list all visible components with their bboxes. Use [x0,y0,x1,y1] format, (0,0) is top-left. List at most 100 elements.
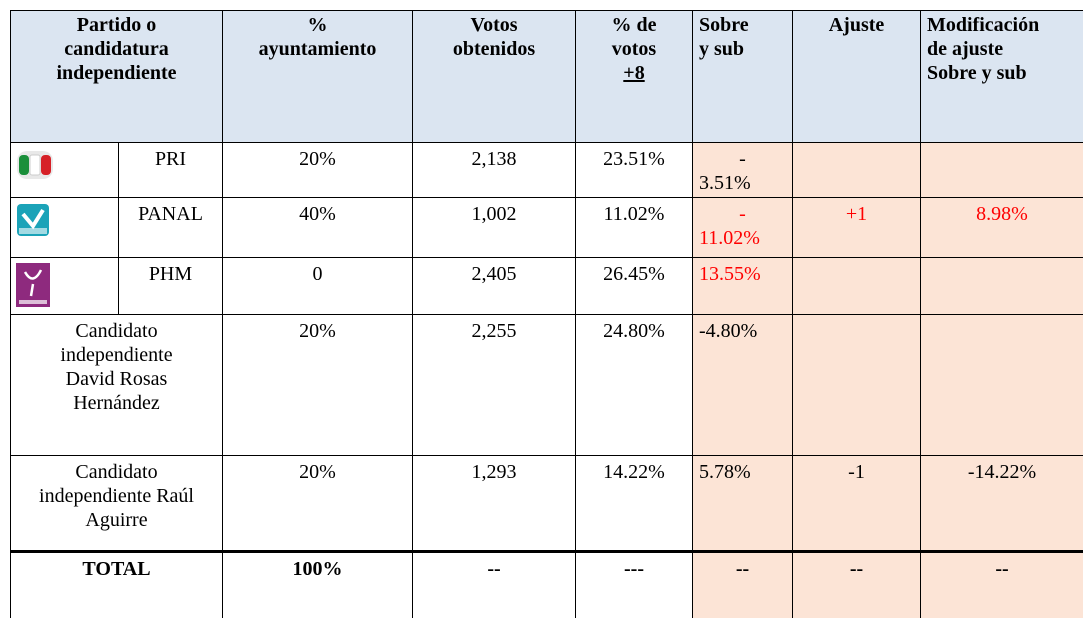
votos-cell: 2,405 [412,257,576,315]
header-cell: Modificación de ajuste Sobre y sub [920,10,1083,143]
modificacion-cell: -- [920,550,1083,618]
sobre-cell: -- [692,550,793,618]
ayuntamiento-cell: 20% [222,455,413,552]
ayuntamiento-text: 0 [312,263,323,285]
sobre-text: 11.02% [699,227,760,249]
party-logo [15,262,114,314]
ayuntamiento-text: 20% [299,461,336,483]
logo-cell [10,197,119,258]
party-logo [15,202,114,244]
porcentaje-text: 11.02% [603,203,665,225]
header-text: Modificación de ajuste Sobre y sub [927,14,1040,84]
porcentaje-cell: 24.80% [575,314,693,456]
header-text: % de votos [611,14,657,60]
results-table: Partido o candidatura independiente % ayu… [10,10,1083,618]
sobre-cell: 5.78% [692,455,793,552]
data-row: PHM 0 2,405 26.45% 13.55% [10,257,1083,315]
sobre-text: 3.51% [699,172,751,194]
votos-text: -- [487,558,501,580]
header-cell: Partido o candidatura independiente [10,10,223,143]
ajuste-cell [792,257,921,315]
ayuntamiento-cell: 40% [222,197,413,258]
logo-cell [10,257,119,315]
modificacion-cell: -14.22% [920,455,1083,552]
modificacion-text: 8.98% [976,203,1028,225]
ayuntamiento-text: 20% [299,148,336,170]
modificacion-cell [920,314,1083,456]
logo-cell [10,142,119,198]
porcentaje-cell: 11.02% [575,197,693,258]
ayuntamiento-cell: 100% [222,550,413,618]
votos-cell: 2,255 [412,314,576,456]
votos-text: 1,002 [471,203,517,225]
header-cell: Ajuste [792,10,921,143]
data-row: Candidato independiente Raúl Aguirre 20% 1… [10,455,1083,552]
ajuste-text: -1 [848,461,865,483]
votos-cell: 1,002 [412,197,576,258]
votos-text: 2,255 [471,320,517,342]
porcentaje-text: 24.80% [603,320,665,342]
data-row: TOTAL 100% -- --- -- -- -- [10,550,1083,618]
porcentaje-text: 26.45% [603,263,665,285]
party-name: PANAL [118,197,223,258]
sobre-text: 13.55% [699,263,761,285]
ajuste-cell: +1 [792,197,921,258]
header-text: Partido o candidatura independiente [56,14,177,84]
candidate-name: Candidato independiente David Rosas Hern… [10,314,223,456]
data-row: PANAL 40% 1,002 11.02% -11.02% +1 8.98% [10,197,1083,258]
votos-text: 2,405 [471,263,517,285]
sobre-cell: 13.55% [692,257,793,315]
ajuste-cell: -1 [792,455,921,552]
votos-cell: 1,293 [412,455,576,552]
ajuste-cell [792,142,921,198]
header-text: % ayuntamiento [258,14,377,60]
header-text: Ajuste [828,14,885,36]
candidate-name: Candidato independiente Raúl Aguirre [10,455,223,552]
sobre-text: -- [735,558,750,580]
header-text: Sobre y sub [699,14,749,60]
votos-text: 1,293 [471,461,517,483]
sobre-cell: -3.51% [692,142,793,198]
party-logo [15,147,114,189]
modificacion-cell [920,257,1083,315]
votos-text: 2,138 [471,148,517,170]
votos-cell: 2,138 [412,142,576,198]
party-name: PRI [118,142,223,198]
ayuntamiento-text: 20% [299,320,336,342]
table-wrap: Partido o candidatura independiente % ayu… [10,10,1083,618]
header-cell: Votos obtenidos [412,10,576,143]
porcentaje-cell: 26.45% [575,257,693,315]
sobre-text: - [739,203,746,225]
ajuste-text: +1 [845,203,868,225]
header-text: Votos obtenidos [452,14,536,60]
header-cell: Sobre y sub [692,10,793,143]
modificacion-cell [920,142,1083,198]
modificacion-text: -- [995,558,1009,580]
sobre-text: 5.78% [699,461,751,483]
votos-cell: -- [412,550,576,618]
sobre-text: - [739,148,746,170]
ayuntamiento-cell: 0 [222,257,413,315]
sobre-cell: -11.02% [692,197,793,258]
sobre-text: -4.80% [699,320,758,342]
porcentaje-cell: 14.22% [575,455,693,552]
sobre-cell: -4.80% [692,314,793,456]
ayuntamiento-cell: 20% [222,314,413,456]
ajuste-text: -- [849,558,864,580]
porcentaje-text: --- [624,558,644,580]
data-row: Candidato independiente David Rosas Hern… [10,314,1083,456]
header-cell: % de votos +8 [575,10,693,143]
porcentaje-text: 14.22% [603,461,665,483]
ayuntamiento-cell: 20% [222,142,413,198]
ajuste-cell: -- [792,550,921,618]
party-name: PHM [118,257,223,315]
total-label: TOTAL [10,550,223,618]
header-note: +8 [623,62,645,84]
modificacion-text: -14.22% [967,461,1037,483]
header-cell: % ayuntamiento [222,10,413,143]
header-row: Partido o candidatura independiente % ayu… [10,10,1083,143]
data-row: PRI 20% 2,138 23.51% -3.51% [10,142,1083,198]
porcentaje-cell: 23.51% [575,142,693,198]
ayuntamiento-text: 100% [292,558,343,580]
porcentaje-text: 23.51% [603,148,665,170]
